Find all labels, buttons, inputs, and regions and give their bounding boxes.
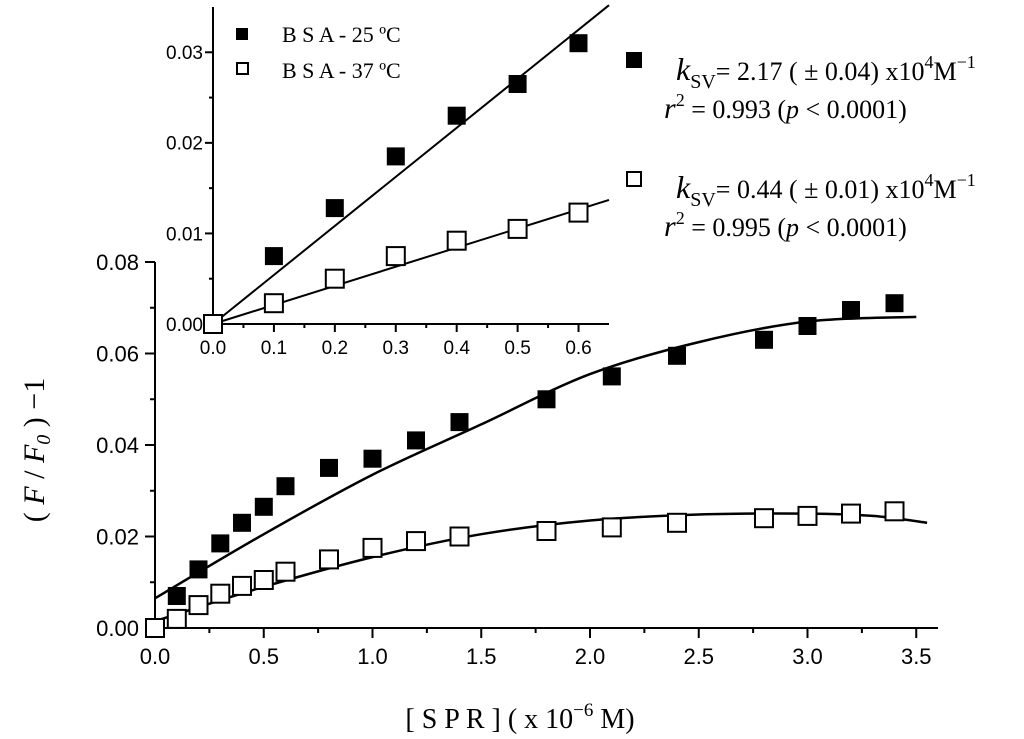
inset-point-filled [386,147,405,166]
main-point-open [406,531,426,552]
inset-x-tick-label: 0.1 [261,338,287,359]
inset-point-filled [569,34,588,53]
legend-label-37c: B S A - 37 ºC [282,58,401,83]
annotation-marker-filled [626,52,642,68]
main-point-open [536,521,557,541]
inset-x-tick-label: 0.3 [383,338,409,359]
main-point-filled [602,367,621,386]
main-point-open [210,583,231,604]
main-point-filled [167,587,186,605]
inset-point-filled [264,247,283,266]
main-x-tick-label: 1.0 [357,644,388,669]
main-y-tick-label: 0.00 [96,616,139,641]
inset-point-open [385,246,406,267]
annotation-25c: kSV= 2.17 ( ± 0.04) x104M−1 r2 = 0.993 (… [626,51,976,125]
main-point-open [449,526,470,547]
inset-y-tick-label: 0.00 [166,315,203,336]
main-point-filled [189,560,208,579]
annotation-r2-25c: r2 = 0.993 (p < 0.0001) [664,90,907,125]
inset-point-filled [325,199,344,218]
inset-data-points [203,34,589,334]
main-point-filled [407,431,425,450]
main-point-filled [537,390,556,409]
main-y-tick-label: 0.08 [96,250,139,275]
main-point-open [362,537,383,558]
main-y-tick-label: 0.02 [96,524,139,549]
main-fit-line-0 [154,315,917,600]
inset-point-open [324,268,345,289]
inset-axes: 0.0 0.1 0.2 0.3 0.4 0.5 0.6 0.00 0.01 0.02 0.03 [166,7,609,359]
main-y-tick-label: 0.04 [96,433,139,458]
main-x-tick-label: 2.5 [683,644,714,669]
main-x-tick-label: 3.0 [792,644,823,669]
main-x-tick-label: 0.5 [248,644,279,669]
inset-x-tick-label: 0.5 [504,338,530,359]
annotation-37c: kSV= 0.44 ( ± 0.01) x104M−1 r2 = 0.995 (… [626,169,976,243]
main-point-open [188,595,209,616]
inset-point-open [507,218,528,239]
main-x-tick-label: 0.0 [140,644,171,669]
inset-point-open [263,293,284,314]
legend-label-25c: B S A - 25 ºC [282,22,401,47]
main-point-open [667,512,687,533]
inset-point-open [446,230,467,251]
inset-x-tick-label: 0.4 [443,338,470,359]
main-axes: 0.0 0.5 1.0 1.5 2.0 2.5 3.0 3.5 0.00 0.02 0.04 0.06… [96,250,938,669]
inset-point-open [203,314,223,334]
main-x-tick-label: 2.0 [575,644,606,669]
inset-y-tick-label: 0.03 [166,43,203,64]
inset-x-tick-label: 0.2 [322,338,348,359]
inset-y-tick-label: 0.01 [166,224,203,245]
main-point-filled [254,497,273,516]
main-point-filled [842,301,860,319]
main-point-open [884,501,905,522]
main-plot: 0.0 0.5 1.0 1.5 2.0 2.5 3.0 3.5 0.00 0.02 0.04 0.06… [18,250,938,735]
main-point-open [275,561,296,582]
main-point-filled [755,330,773,349]
main-point-open [253,570,274,590]
main-point-filled [276,477,295,496]
main-point-open [319,549,339,570]
inset-x-tick-label: 0.0 [200,338,226,359]
annotation-r2-37c: r2 = 0.995 (p < 0.0001) [664,208,907,243]
main-point-open [841,503,861,524]
main-point-open [145,618,165,638]
y-axis-label: ( F / F0 ) −1 [18,378,55,522]
annotation-marker-open [626,171,642,187]
main-point-filled [211,534,230,553]
main-data-points [145,294,905,638]
main-point-filled [798,317,817,335]
main-point-filled [668,346,686,365]
legend-marker-open [236,62,249,75]
fit-annotations: kSV= 2.17 ( ± 0.04) x104M−1 r2 = 0.993 (… [626,51,976,243]
main-point-filled [450,413,469,432]
x-axis-label: [ S P R ] ( x 10−6 M) [405,700,634,735]
main-point-filled [885,294,904,313]
inset-fit-line-0 [212,4,610,325]
inset-point-open [568,202,589,223]
main-point-open [797,505,818,526]
inset-legend: B S A - 25 ºC B S A - 37 ºC [236,22,401,83]
inset-plot: 0.0 0.1 0.2 0.3 0.4 0.5 0.6 0.00 0.01 0.02 0.03 B … [166,4,610,359]
main-point-filled [233,513,251,532]
annotation-ksv-25c: kSV= 2.17 ( ± 0.04) x104M−1 [676,51,976,93]
main-point-open [601,517,622,538]
main-point-open [232,575,252,596]
inset-y-tick-label: 0.02 [166,134,203,155]
main-x-tick-label: 3.5 [901,644,932,669]
inset-point-filled [508,75,527,93]
main-point-filled [363,449,382,468]
main-x-tick-label: 1.5 [466,644,497,669]
legend-marker-filled [236,28,248,40]
inset-x-tick-label: 0.6 [565,338,591,359]
main-y-tick-label: 0.06 [96,341,139,366]
main-point-open [166,608,187,629]
main-point-open [754,508,774,529]
annotation-ksv-37c: kSV= 0.44 ( ± 0.01) x104M−1 [676,169,976,211]
main-point-filled [320,458,338,477]
inset-point-filled [447,106,466,125]
